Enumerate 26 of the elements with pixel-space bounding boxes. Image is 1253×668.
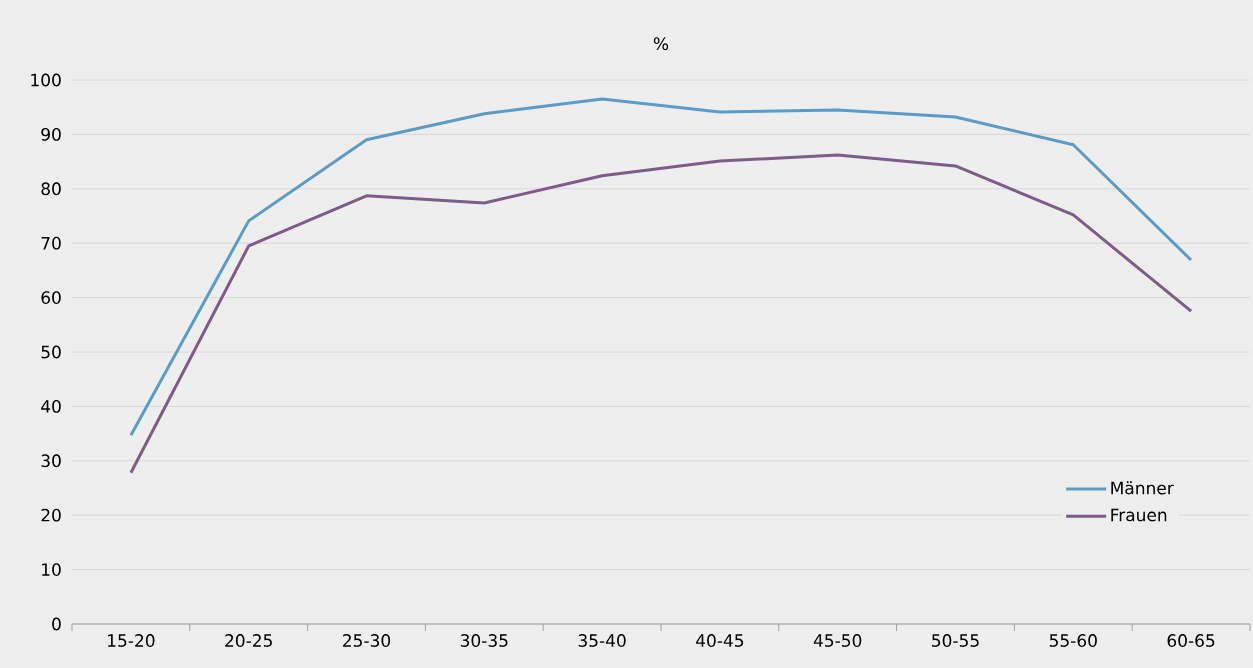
line-series [129,153,1193,475]
y-tick-label: 50 [41,345,61,359]
x-tick-label: 15-20 [108,634,155,647]
x-tick-label: 30-35 [460,634,508,647]
x-tick-label: 50-55 [932,634,979,647]
y-tick-label: 30 [41,454,61,468]
y-tick-label: 0 [52,617,61,631]
chart-title: % [653,37,669,51]
x-tick-label: 45-50 [813,634,862,647]
y-tick-label: 70 [41,236,61,250]
y-tick-label: 100 [31,73,61,87]
y-tick-label: 10 [42,563,61,577]
x-tick-label: 35-40 [578,634,626,647]
y-tick-label: 20 [41,508,61,522]
y-tick-label: 90 [41,127,61,141]
x-tick-label: 40-45 [696,634,744,647]
x-tick-label: 25-30 [343,634,391,647]
x-tick-label: 60-65 [1167,634,1215,647]
y-tick-label: 80 [41,182,61,196]
x-tick-label: 20-25 [225,634,272,647]
line-series [129,97,1193,437]
x-tick-label: 55-60 [1049,634,1097,647]
y-tick-label: 60 [41,291,61,305]
y-tick-label: 40 [41,399,61,413]
legend-label: Frauen [1111,508,1167,522]
legend-label: Männer [1111,481,1174,495]
